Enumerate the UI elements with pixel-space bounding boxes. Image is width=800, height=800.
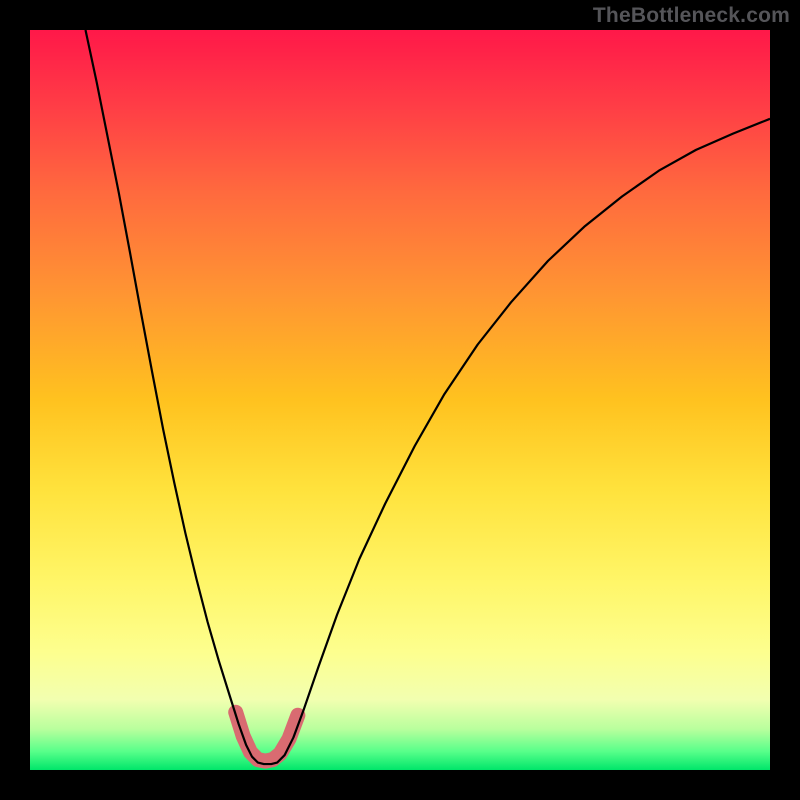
chart-stage: { "watermark": { "text": "TheBottleneck.… [0,0,800,800]
plot-area [30,30,770,770]
curve-layer [30,30,770,770]
dip-highlight-path [236,712,298,761]
watermark-text: TheBottleneck.com [593,4,790,28]
bottleneck-curve [86,30,771,764]
